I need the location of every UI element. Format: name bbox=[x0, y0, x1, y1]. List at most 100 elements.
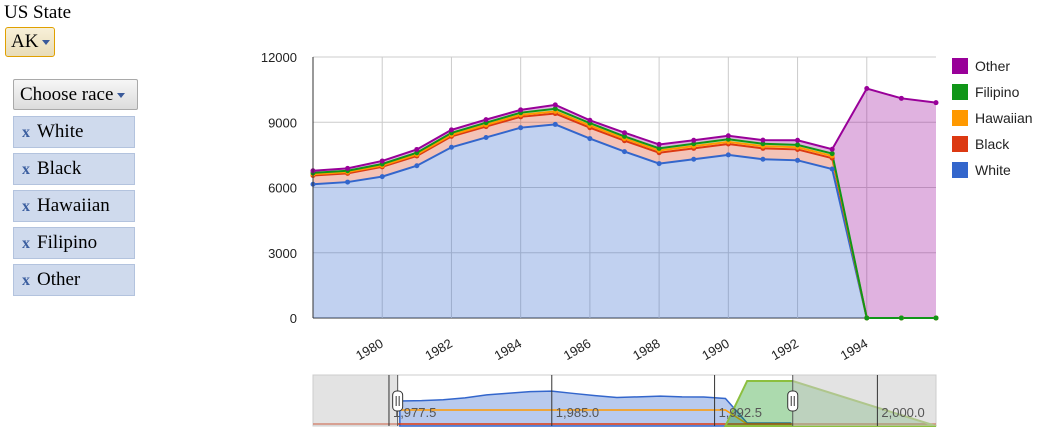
point-other bbox=[552, 102, 558, 108]
race-chip-label: White bbox=[37, 121, 84, 142]
range-handle-right[interactable] bbox=[787, 390, 799, 412]
x-tick-label: 1982 bbox=[422, 336, 455, 363]
race-dropdown[interactable]: Choose race bbox=[13, 79, 138, 110]
grid bbox=[313, 56, 936, 319]
point-other bbox=[345, 165, 351, 171]
point-other bbox=[656, 141, 662, 147]
point-filipino bbox=[725, 136, 731, 142]
race-chip-black: x Black bbox=[13, 153, 135, 185]
legend-label: Filipino bbox=[975, 84, 1020, 100]
state-dropdown[interactable]: AK bbox=[5, 27, 55, 57]
point-other bbox=[795, 137, 801, 143]
point-filipino bbox=[933, 315, 939, 321]
race-chip-other: x Other bbox=[13, 264, 135, 296]
legend-swatch bbox=[952, 84, 968, 100]
point-other bbox=[829, 146, 835, 152]
range-mask-right bbox=[792, 375, 936, 426]
y-tick-label: 3000 bbox=[268, 246, 297, 261]
point-other bbox=[760, 137, 766, 143]
legend: Other Filipino Hawaiian Black White bbox=[952, 58, 1033, 178]
series-points bbox=[310, 86, 939, 321]
legend-label: White bbox=[975, 162, 1011, 178]
remove-icon[interactable]: x bbox=[22, 272, 30, 289]
point-white bbox=[760, 156, 766, 162]
point-other bbox=[483, 117, 489, 123]
range-label: 1,992.5 bbox=[719, 405, 762, 420]
point-other bbox=[864, 86, 870, 92]
legend-swatch bbox=[952, 58, 968, 74]
mini-area-white bbox=[399, 390, 792, 427]
point-other bbox=[933, 100, 939, 106]
point-white bbox=[622, 149, 627, 155]
legend-label: Black bbox=[975, 136, 1010, 152]
y-tick-label: 0 bbox=[290, 311, 297, 326]
x-tick-label: 1986 bbox=[561, 336, 594, 363]
point-other bbox=[725, 133, 731, 139]
legend-swatch bbox=[952, 110, 968, 126]
point-white bbox=[829, 166, 835, 172]
range-label: 1,985.0 bbox=[556, 405, 599, 420]
state-value: AK bbox=[11, 31, 39, 52]
point-white bbox=[656, 161, 662, 167]
point-other bbox=[379, 158, 385, 164]
point-white bbox=[483, 134, 489, 140]
point-white bbox=[345, 179, 351, 185]
point-other bbox=[414, 146, 420, 152]
race-placeholder: Choose race bbox=[20, 84, 114, 105]
race-chip-filipino: x Filipino bbox=[13, 227, 135, 259]
point-filipino bbox=[795, 142, 801, 148]
x-tick-label: 1992 bbox=[769, 336, 802, 363]
range-selector[interactable]: 1,977.5 1,985.0 1,992.5 2,000.0 bbox=[312, 374, 937, 427]
x-tick-label: 1994 bbox=[838, 336, 871, 363]
race-chip-label: Hawaiian bbox=[37, 195, 110, 216]
point-white bbox=[379, 174, 385, 180]
point-white bbox=[414, 163, 420, 169]
point-white bbox=[725, 152, 731, 158]
point-filipino bbox=[829, 151, 835, 157]
point-white bbox=[691, 156, 697, 162]
point-white bbox=[795, 157, 801, 163]
legend-label: Other bbox=[975, 58, 1010, 74]
remove-icon[interactable]: x bbox=[22, 124, 30, 141]
legend-label: Hawaiian bbox=[975, 110, 1033, 126]
range-mask-left bbox=[313, 375, 398, 426]
point-white bbox=[448, 144, 454, 150]
range-label: 1,977.5 bbox=[393, 405, 436, 420]
y-tick-label: 9000 bbox=[268, 115, 297, 130]
point-filipino bbox=[760, 141, 766, 147]
legend-swatch bbox=[952, 162, 968, 178]
state-label: US State bbox=[4, 2, 72, 23]
x-tick-label: 1984 bbox=[492, 336, 525, 363]
legend-swatch bbox=[952, 136, 968, 152]
race-chip-white: x White bbox=[13, 116, 135, 148]
point-other bbox=[587, 117, 593, 123]
point-other bbox=[622, 130, 627, 136]
point-filipino bbox=[656, 145, 662, 151]
point-other bbox=[898, 95, 904, 101]
range-handle-left[interactable] bbox=[392, 390, 404, 412]
y-tick-label: 6000 bbox=[268, 181, 297, 196]
x-tick-label: 1988 bbox=[630, 336, 663, 363]
remove-icon[interactable]: x bbox=[22, 161, 30, 178]
point-other bbox=[691, 137, 697, 143]
point-filipino bbox=[864, 315, 870, 321]
race-chip-label: Filipino bbox=[37, 232, 98, 253]
point-filipino bbox=[691, 141, 697, 147]
mini-line-hawaiian bbox=[399, 409, 791, 425]
point-filipino bbox=[552, 106, 558, 112]
race-chip-hawaiian: x Hawaiian bbox=[13, 190, 135, 222]
race-chip-label: Other bbox=[37, 269, 81, 290]
remove-icon[interactable]: x bbox=[22, 235, 30, 252]
chevron-down-icon bbox=[117, 93, 126, 99]
y-tick-label: 12000 bbox=[261, 50, 297, 65]
range-label: 2,000.0 bbox=[881, 405, 924, 420]
point-white bbox=[552, 121, 558, 127]
race-chip-label: Black bbox=[37, 158, 82, 179]
remove-icon[interactable]: x bbox=[22, 198, 30, 215]
point-white bbox=[518, 125, 524, 131]
point-filipino bbox=[898, 315, 904, 321]
x-tick-label: 1980 bbox=[353, 336, 386, 363]
area-white bbox=[313, 124, 936, 318]
point-white bbox=[587, 136, 593, 142]
